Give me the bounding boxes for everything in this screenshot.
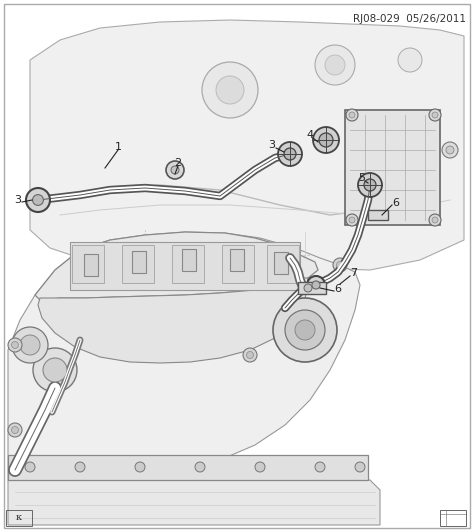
Circle shape [285, 310, 325, 350]
Circle shape [20, 335, 40, 355]
Circle shape [337, 262, 344, 269]
Polygon shape [30, 20, 464, 270]
Circle shape [171, 166, 179, 174]
Circle shape [429, 109, 441, 121]
Text: 7: 7 [350, 268, 357, 278]
Bar [72, 245, 104, 283]
Circle shape [216, 76, 244, 104]
Text: 4: 4 [306, 130, 314, 140]
Circle shape [284, 148, 296, 160]
Bar [122, 245, 154, 283]
Circle shape [202, 62, 258, 118]
Circle shape [8, 423, 22, 437]
Bar [222, 245, 254, 283]
Circle shape [304, 284, 312, 292]
Circle shape [333, 258, 347, 272]
Circle shape [313, 127, 339, 153]
Circle shape [312, 281, 320, 289]
Text: 6: 6 [392, 198, 400, 208]
Text: 5: 5 [358, 173, 365, 183]
Circle shape [278, 142, 302, 166]
Bar [8, 455, 368, 480]
Circle shape [243, 348, 257, 362]
Bar [345, 110, 440, 225]
Circle shape [358, 173, 382, 197]
Circle shape [166, 161, 184, 179]
Circle shape [346, 214, 358, 226]
Circle shape [307, 276, 325, 294]
Bar [368, 210, 388, 220]
Polygon shape [35, 232, 318, 300]
Bar [6, 510, 32, 526]
Circle shape [355, 462, 365, 472]
Text: 2: 2 [174, 158, 182, 168]
Polygon shape [8, 232, 360, 485]
Circle shape [246, 352, 254, 359]
Bar [274, 252, 288, 274]
Circle shape [325, 55, 345, 75]
Text: к: к [16, 513, 22, 522]
Bar [70, 242, 300, 290]
Circle shape [255, 462, 265, 472]
Circle shape [11, 427, 18, 434]
Polygon shape [8, 480, 380, 525]
Circle shape [273, 298, 337, 362]
Bar [230, 249, 244, 271]
Circle shape [8, 338, 22, 352]
Circle shape [346, 109, 358, 121]
Circle shape [315, 462, 325, 472]
Circle shape [43, 358, 67, 382]
Circle shape [319, 133, 333, 147]
Circle shape [349, 217, 355, 223]
Circle shape [364, 179, 376, 191]
Bar [84, 254, 98, 276]
Circle shape [295, 320, 315, 340]
Circle shape [26, 188, 50, 212]
Bar [440, 510, 466, 526]
Circle shape [429, 214, 441, 226]
Circle shape [135, 462, 145, 472]
Text: 6: 6 [335, 284, 341, 294]
Polygon shape [38, 278, 308, 363]
Circle shape [432, 217, 438, 223]
Bar [298, 282, 326, 294]
Text: 3: 3 [15, 195, 21, 205]
Text: RJ08-029  05/26/2011: RJ08-029 05/26/2011 [353, 14, 466, 24]
Circle shape [315, 45, 355, 85]
Circle shape [25, 462, 35, 472]
Circle shape [33, 348, 77, 392]
Text: 1: 1 [115, 142, 121, 152]
Circle shape [12, 327, 48, 363]
Circle shape [442, 142, 458, 158]
Text: 3: 3 [268, 140, 275, 150]
Bar [172, 245, 204, 283]
Circle shape [33, 195, 44, 205]
Circle shape [398, 48, 422, 72]
Bar [267, 245, 299, 283]
Circle shape [446, 146, 454, 154]
Circle shape [195, 462, 205, 472]
Circle shape [432, 112, 438, 118]
Bar [182, 249, 196, 271]
Circle shape [349, 112, 355, 118]
Circle shape [75, 462, 85, 472]
Bar [132, 251, 146, 273]
Circle shape [11, 342, 18, 348]
